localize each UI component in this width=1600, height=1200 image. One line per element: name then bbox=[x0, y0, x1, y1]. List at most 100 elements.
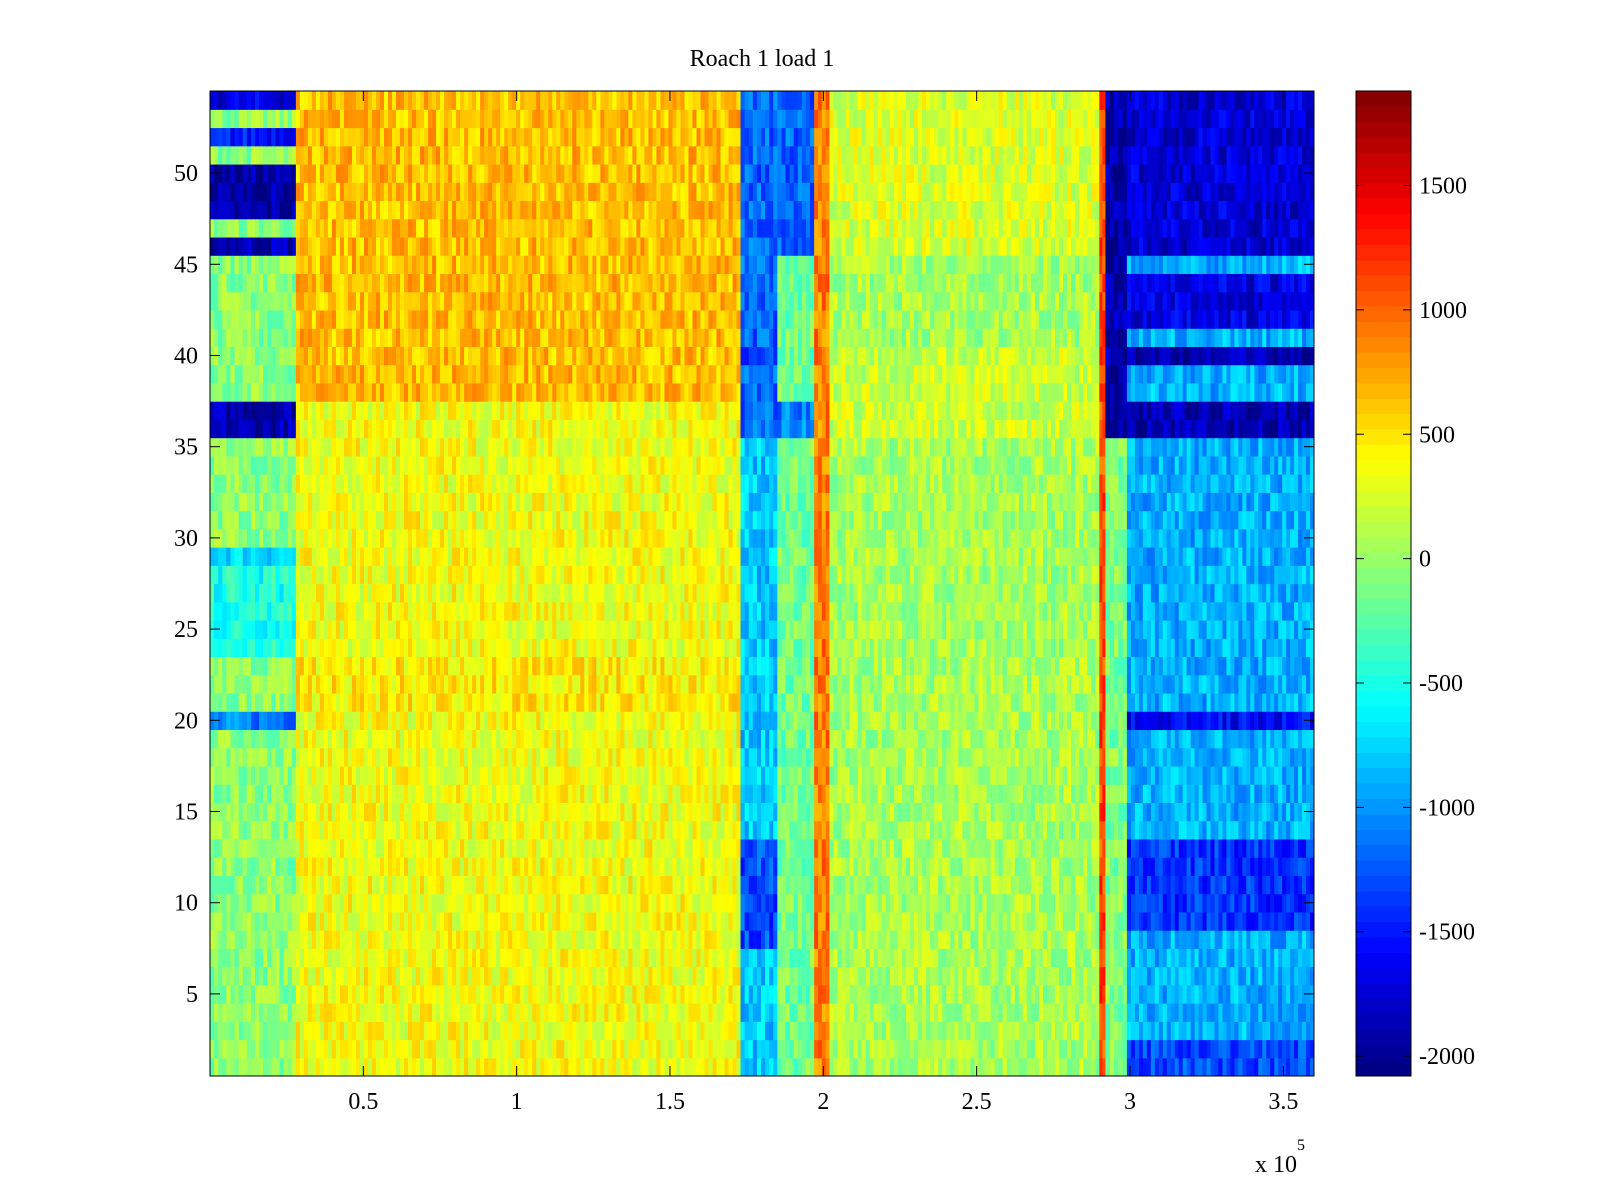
heatmap-cell bbox=[708, 984, 714, 1004]
heatmap-cell bbox=[271, 875, 277, 895]
heatmap-cell bbox=[604, 820, 609, 840]
heatmap-cell bbox=[676, 638, 682, 658]
heatmap-cell bbox=[500, 547, 505, 566]
heatmap-cell bbox=[226, 984, 232, 1004]
heatmap-cell bbox=[291, 747, 297, 767]
heatmap-cell bbox=[520, 765, 525, 785]
heatmap-cell bbox=[452, 1021, 457, 1041]
heatmap-cell bbox=[540, 930, 545, 949]
heatmap-cell bbox=[596, 474, 601, 493]
heatmap-cell bbox=[263, 291, 268, 311]
heatmap-cell bbox=[335, 948, 341, 968]
heatmap-cell bbox=[218, 145, 223, 165]
heatmap-cell bbox=[452, 656, 457, 676]
heatmap-cell bbox=[392, 729, 397, 749]
heatmap-cell bbox=[540, 802, 545, 822]
heatmap-cell bbox=[214, 692, 219, 712]
heatmap-cell bbox=[460, 492, 465, 512]
heatmap-cell bbox=[516, 528, 521, 548]
heatmap-cell bbox=[624, 583, 629, 603]
heatmap-cell bbox=[696, 1021, 702, 1041]
heatmap-cell bbox=[724, 948, 730, 968]
heatmap-cell bbox=[246, 492, 252, 512]
heatmap-cell bbox=[632, 692, 637, 712]
heatmap-cell bbox=[335, 674, 341, 694]
heatmap-cell bbox=[299, 1039, 305, 1059]
heatmap-cell bbox=[250, 601, 256, 621]
heatmap-cell bbox=[560, 711, 565, 731]
heatmap-cell bbox=[684, 1057, 690, 1076]
heatmap-cell bbox=[271, 346, 277, 366]
heatmap-cell bbox=[736, 474, 742, 493]
heatmap-cell bbox=[283, 510, 289, 530]
heatmap-cell bbox=[396, 984, 401, 1004]
heatmap-cell bbox=[279, 875, 285, 895]
heatmap-cell bbox=[488, 437, 493, 457]
heatmap-cell bbox=[299, 875, 305, 895]
heatmap-cell bbox=[692, 510, 698, 530]
heatmap-cell bbox=[416, 638, 421, 658]
heatmap-cell bbox=[520, 966, 525, 986]
heatmap-cell bbox=[440, 966, 445, 986]
heatmap-cell bbox=[556, 911, 561, 931]
heatmap-cell bbox=[408, 547, 413, 566]
heatmap-cell bbox=[568, 474, 573, 493]
heatmap-cell bbox=[263, 309, 268, 329]
heatmap-cell bbox=[388, 966, 393, 986]
heatmap-cell bbox=[291, 127, 297, 147]
heatmap-cell bbox=[640, 547, 645, 566]
heatmap-cell bbox=[275, 1057, 281, 1076]
heatmap-cell bbox=[568, 692, 573, 712]
heatmap-cell bbox=[396, 875, 401, 895]
heatmap-cell bbox=[544, 510, 549, 530]
heatmap-cell bbox=[436, 1021, 441, 1041]
heatmap-cell bbox=[238, 346, 244, 366]
heatmap-cell bbox=[636, 984, 641, 1004]
heatmap-cell bbox=[267, 346, 272, 366]
heatmap-cell bbox=[496, 747, 501, 767]
heatmap-cell bbox=[250, 565, 256, 585]
heatmap-cell bbox=[396, 820, 401, 840]
heatmap-cell bbox=[640, 911, 645, 931]
heatmap-cell bbox=[560, 820, 565, 840]
heatmap-cell bbox=[412, 437, 417, 457]
heatmap-cell bbox=[460, 455, 465, 475]
heatmap-cell bbox=[339, 784, 345, 803]
heatmap-cell bbox=[552, 1003, 557, 1022]
heatmap-cell bbox=[720, 583, 726, 603]
heatmap-cell bbox=[307, 510, 313, 530]
heatmap-cell bbox=[263, 875, 268, 895]
heatmap-cell bbox=[440, 711, 445, 731]
heatmap-cell bbox=[472, 547, 477, 566]
heatmap-cell bbox=[552, 911, 557, 931]
heatmap-cell bbox=[712, 583, 718, 603]
heatmap-cell bbox=[222, 145, 227, 165]
heatmap-cell bbox=[271, 1003, 277, 1022]
heatmap-cell bbox=[456, 893, 461, 913]
heatmap-cell bbox=[656, 1057, 662, 1076]
heatmap-cell bbox=[432, 528, 437, 548]
heatmap-cell bbox=[684, 729, 690, 749]
heatmap-cell bbox=[520, 692, 525, 712]
heatmap-cell bbox=[436, 474, 441, 493]
heatmap-cell bbox=[424, 510, 429, 530]
heatmap-cell bbox=[222, 838, 227, 858]
heatmap-cell bbox=[500, 911, 505, 931]
heatmap-cell bbox=[596, 1021, 601, 1041]
heatmap-cell bbox=[234, 419, 240, 439]
heatmap-cell bbox=[432, 729, 437, 749]
heatmap-cell bbox=[250, 765, 256, 785]
heatmap-cell bbox=[271, 492, 277, 512]
heatmap-cell bbox=[656, 492, 662, 512]
heatmap-cell bbox=[263, 692, 268, 712]
heatmap-cell bbox=[218, 820, 223, 840]
heatmap-cell bbox=[572, 802, 577, 822]
heatmap-cell bbox=[287, 218, 293, 238]
heatmap-cell bbox=[315, 583, 321, 603]
heatmap-cell bbox=[311, 437, 317, 457]
heatmap-cell bbox=[283, 145, 289, 165]
heatmap-cell bbox=[620, 547, 625, 566]
heatmap-cell bbox=[254, 419, 260, 439]
heatmap-cell bbox=[392, 565, 397, 585]
heatmap-cell bbox=[250, 419, 256, 439]
